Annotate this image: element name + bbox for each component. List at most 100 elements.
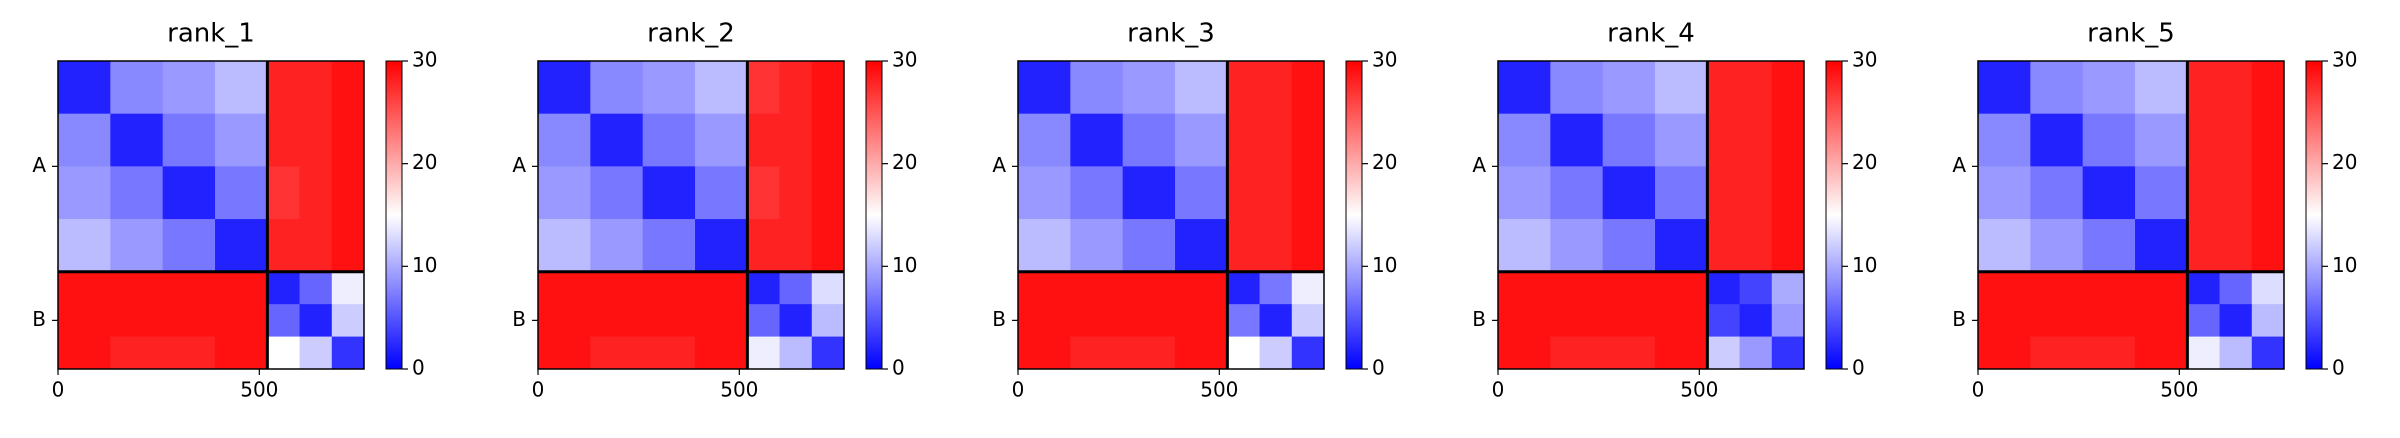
panel: rank_3 A B 0 500 0 10 20 30: [992, 19, 1397, 402]
heatmap-cell: [58, 271, 111, 305]
heatmap-cell: [58, 219, 111, 273]
colorbar: [865, 60, 883, 370]
heatmap-cell: [590, 304, 644, 338]
heatmap-cell: [215, 271, 268, 305]
heatmap-cell: [2030, 336, 2084, 370]
heatmap-cell: [267, 61, 301, 115]
heatmap-cell: [811, 336, 845, 370]
heatmap-cell: [2030, 271, 2084, 305]
heatmap-cell: [2082, 113, 2136, 167]
heatmap-cell: [2187, 61, 2221, 115]
heatmap-cell: [1739, 166, 1773, 220]
heatmap-cell: [695, 336, 748, 370]
heatmap-cell: [2251, 219, 2285, 273]
plot-frame: [1017, 60, 1325, 370]
heatmap-cell: [1291, 219, 1325, 273]
heatmap-cell: [1070, 304, 1124, 338]
heatmap-cell: [2082, 336, 2136, 370]
heatmap-cell: [1655, 219, 1708, 273]
y-tick-label: B: [32, 307, 46, 331]
heatmap-cell: [747, 219, 781, 273]
heatmap-cell: [695, 271, 748, 305]
heatmap-cell: [1739, 336, 1773, 370]
heatmap-cell: [2187, 113, 2221, 167]
heatmap-cell: [331, 166, 365, 220]
panel-title: rank_4: [1607, 19, 1695, 49]
heatmap-cell: [1655, 304, 1708, 338]
heatmap-cell: [1739, 113, 1773, 167]
heatmap-cell: [1550, 113, 1604, 167]
heatmap-cell: [590, 219, 644, 273]
heatmap-cell: [1122, 336, 1176, 370]
y-tick-label: B: [992, 307, 1006, 331]
heatmap-cell: [1175, 166, 1228, 220]
heatmap-cell: [1602, 61, 1656, 115]
heatmap-cell: [2187, 336, 2221, 370]
heatmap-cell: [779, 166, 813, 220]
heatmap-cell: [695, 61, 748, 115]
heatmap-cell: [299, 304, 333, 338]
heatmap-cell: [331, 336, 365, 370]
colorbar-tick-label: 30: [412, 48, 437, 72]
heatmap-cell: [162, 271, 216, 305]
heatmap-cell: [215, 166, 268, 220]
heatmap-cell: [2030, 61, 2084, 115]
heatmap-cell: [590, 61, 644, 115]
heatmap-cell: [779, 113, 813, 167]
heatmap-cell: [1771, 113, 1805, 167]
heatmap-cell: [538, 166, 591, 220]
heatmap-cell: [779, 61, 813, 115]
heatmap-cell: [1259, 113, 1293, 167]
heatmap-cell: [2030, 166, 2084, 220]
colorbar-tick-label: 20: [1852, 150, 1877, 174]
x-tick-label: 500: [1680, 378, 1718, 402]
heatmap-cell: [331, 113, 365, 167]
heatmap-cell: [1707, 166, 1741, 220]
heatmap-cell: [2082, 271, 2136, 305]
heatmap-cell: [110, 219, 164, 273]
plot-frame: [1977, 60, 2285, 370]
heatmap-cell: [1498, 271, 1551, 305]
heatmap-cell: [110, 271, 164, 305]
heatmap-cell: [299, 113, 333, 167]
heatmap-cell: [1655, 113, 1708, 167]
colorbar: [2305, 60, 2323, 370]
heatmap-cell: [1122, 61, 1176, 115]
heatmap-cell: [1498, 166, 1551, 220]
panel-title: rank_1: [167, 19, 255, 49]
heatmap-cell: [267, 271, 301, 305]
heatmap-cell: [642, 271, 696, 305]
heatmap-cell: [58, 113, 111, 167]
heatmap-cell: [1227, 219, 1261, 273]
heatmap-cell: [1175, 336, 1228, 370]
heatmap-cell: [1550, 336, 1604, 370]
heatmap-cell: [538, 61, 591, 115]
heatmap-cell: [2251, 113, 2285, 167]
colorbar-tick-label: 30: [2332, 48, 2357, 72]
heatmap-cell: [2082, 219, 2136, 273]
heatmap-cell: [267, 113, 301, 167]
heatmap-cell: [1739, 219, 1773, 273]
heatmap-cell: [1655, 61, 1708, 115]
heatmap-cell: [331, 304, 365, 338]
heatmap-cell: [1175, 219, 1228, 273]
heatmap-cell: [331, 271, 365, 305]
colorbar-tick-label: 10: [2332, 253, 2357, 277]
heatmap-cell: [590, 271, 644, 305]
heatmap-cell: [1602, 166, 1656, 220]
heatmap-cell: [2082, 166, 2136, 220]
heatmap-cell: [1707, 113, 1741, 167]
heatmap-cell: [642, 304, 696, 338]
heatmap-cell: [2219, 304, 2253, 338]
heatmap-cell: [1122, 219, 1176, 273]
heatmap-cell: [1498, 61, 1551, 115]
heatmap-cell: [1175, 304, 1228, 338]
heatmap-cell: [538, 304, 591, 338]
heatmap-cell: [1291, 61, 1325, 115]
heatmap-cell: [2187, 219, 2221, 273]
colorbar: [1825, 60, 1843, 370]
heatmap-cell: [1122, 304, 1176, 338]
heatmap-cell: [2219, 61, 2253, 115]
heatmap-cell: [1978, 219, 2031, 273]
heatmap-cell: [215, 336, 268, 370]
